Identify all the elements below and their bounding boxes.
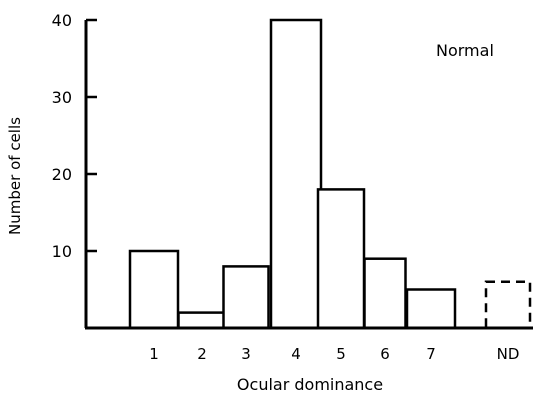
annotation-normal: Normal [436, 41, 494, 60]
bar-4 [269, 18, 323, 330]
x-tick-label-6: 6 [380, 345, 390, 363]
y-tick-label-10: 10 [52, 242, 72, 261]
x-tick-label-2: 2 [197, 345, 207, 363]
bar-5 [316, 188, 366, 330]
y-ticks-group: 10 20 30 40 [52, 11, 97, 261]
x-tick-label-1: 1 [149, 345, 159, 363]
x-tick-label-5: 5 [336, 345, 346, 363]
bar-nd [484, 280, 532, 330]
x-tick-labels-group: 1 2 3 4 5 6 7 ND [149, 345, 519, 363]
x-tick-label-nd: ND [497, 345, 520, 363]
bar-7 [405, 288, 457, 330]
y-tick-label-30: 30 [52, 88, 72, 107]
bars-group [128, 18, 532, 330]
bar-1 [128, 249, 180, 330]
x-tick-label-7: 7 [426, 345, 436, 363]
y-tick-label-40: 40 [52, 11, 72, 30]
bar-3 [222, 265, 270, 330]
y-axis-label: Number of cells [6, 117, 24, 235]
bar-2 [177, 311, 227, 330]
bar-6 [363, 257, 407, 330]
x-axis-label: Ocular dominance [237, 375, 383, 394]
x-tick-label-3: 3 [241, 345, 251, 363]
y-tick-label-20: 20 [52, 165, 72, 184]
x-tick-label-4: 4 [291, 345, 301, 363]
